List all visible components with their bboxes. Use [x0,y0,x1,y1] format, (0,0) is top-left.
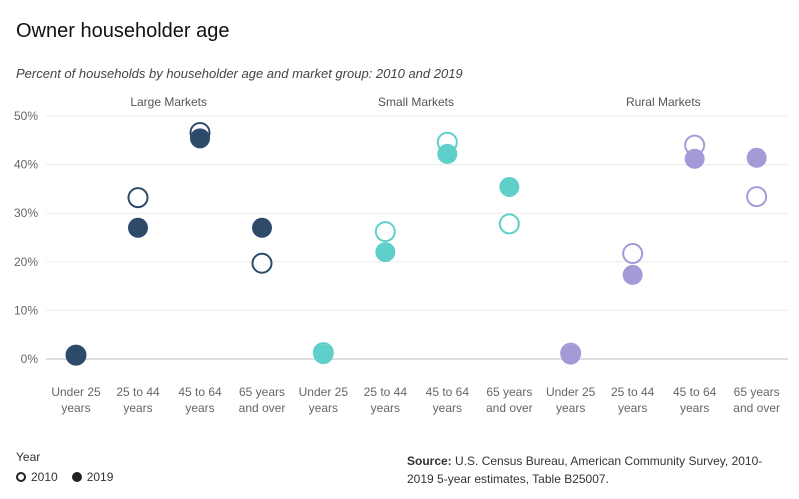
data-point-2019 [622,264,643,285]
data-point-2019 [190,128,210,149]
data-point-2010 [251,252,273,274]
x-tick-label: 45 to 64 [426,385,470,399]
y-tick-label: 20% [14,255,38,269]
x-tick-label: Under 25 [51,385,101,399]
y-tick-label: 0% [21,352,39,366]
data-point-2010 [374,221,396,243]
legend-title: Year [16,450,41,464]
x-tick-label: Under 25 [546,385,596,399]
data-point-2019 [499,176,520,197]
data-point-2010 [127,187,149,209]
data-point-2010 [498,213,520,235]
x-tick-label: years [123,401,152,415]
data-point-2019 [66,345,86,366]
source-text: U.S. Census Bureau, American Community S… [407,454,763,486]
x-tick-label: 25 to 44 [116,385,160,399]
legend-item-2010: 2010 [16,470,58,484]
x-tick-label: and over [733,401,780,415]
data-point-2010 [622,243,644,265]
x-tick-label: 45 to 64 [178,385,222,399]
legend-item-2019: 2019 [71,470,114,484]
chart-title: Owner householder age [16,20,230,42]
x-tick-label: years [61,401,90,415]
scatter-chart: 0% 10% 20% 30% 40% 50% Large Markets Under 25 ye… [14,95,788,415]
x-tick-label: years [618,401,647,415]
panel-header: Rural Markets [626,95,701,109]
x-tick-label: years [309,401,338,415]
data-point-2019 [313,344,334,365]
x-tick-label: years [185,401,214,415]
data-point-2019 [746,147,767,168]
y-tick-label: 40% [14,158,38,172]
x-tick-label: 65 years [486,385,532,399]
legend: Year 2010 2019 [16,450,127,484]
x-tick-label: 65 years [734,385,780,399]
y-tick-label: 10% [14,303,38,317]
x-tick-label: years [371,401,400,415]
x-tick-label: years [433,401,462,415]
y-tick-label: 30% [14,206,38,220]
x-tick-label: Under 25 [299,385,349,399]
source-label: Source: [407,454,452,468]
x-tick-label: years [556,401,585,415]
x-tick-label: years [680,401,709,415]
data-point-2019 [375,242,396,263]
x-tick-label: 45 to 64 [673,385,717,399]
panel-header: Large Markets [130,95,207,109]
x-tick-label: 65 years [239,385,285,399]
data-point-2019 [252,217,272,238]
x-tick-label: 25 to 44 [364,385,408,399]
x-tick-label: and over [486,401,533,415]
data-point-2010 [746,186,768,208]
data-point-2019 [560,344,581,365]
data-point-2019 [684,148,705,169]
data-point-2019 [437,143,458,164]
data-point-2019 [128,217,148,238]
x-tick-label: and over [239,401,286,415]
legend-label-2019: 2019 [86,470,114,484]
filled-circle-icon [71,472,82,482]
open-circle-icon [16,472,26,482]
source-note: Source: U.S. Census Bureau, American Com… [407,452,787,488]
y-tick-label: 50% [14,109,38,123]
x-tick-label: 25 to 44 [611,385,655,399]
chart-subtitle: Percent of households by householder age… [16,66,463,81]
legend-label-2010: 2010 [31,470,58,484]
panel-header: Small Markets [378,95,454,109]
